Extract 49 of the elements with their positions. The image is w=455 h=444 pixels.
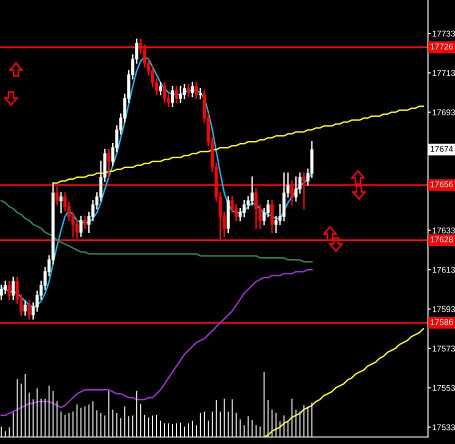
candlestick <box>159 82 162 96</box>
candlestick <box>294 176 298 202</box>
candlestick <box>0 284 3 300</box>
y-tick-label: 17533 <box>432 424 455 430</box>
y-tick-label: 17633 <box>432 228 455 234</box>
candlestick <box>270 200 274 233</box>
candlestick <box>174 86 178 104</box>
ref-line-label: 17628 <box>430 236 453 242</box>
candlestick <box>194 82 198 100</box>
candlestick <box>83 216 86 230</box>
candlestick <box>28 300 31 320</box>
candlestick <box>282 172 286 222</box>
candlestick <box>4 280 7 294</box>
candlestick <box>238 208 242 222</box>
y-tick-label: 17573 <box>432 346 455 352</box>
candlestick <box>298 172 302 194</box>
line-series <box>263 328 424 437</box>
candlestick <box>242 200 246 218</box>
ref-line-label: 17656 <box>430 181 453 188</box>
candlestick <box>310 141 314 178</box>
candlestick <box>79 216 82 237</box>
candlestick <box>262 208 266 226</box>
candlestick <box>254 188 258 230</box>
candlestick <box>163 82 166 104</box>
candlestick <box>274 216 278 233</box>
y-tick-label: 17713 <box>432 70 455 76</box>
y-tick-label: 17733 <box>432 30 455 37</box>
line-series <box>52 106 424 184</box>
candlestick <box>8 280 11 300</box>
candlestick <box>250 176 254 206</box>
candlestick <box>107 148 110 178</box>
y-tick-label: 17613 <box>432 266 455 273</box>
y-tick-label: 17593 <box>432 306 455 312</box>
y-tick-label: 17553 <box>432 384 455 391</box>
ref-line-label: 17586 <box>430 319 453 326</box>
candlestick <box>178 86 182 104</box>
candlestick <box>190 82 194 98</box>
line-series <box>0 200 313 262</box>
candlestick <box>182 84 186 100</box>
y-tick-label: 17693 <box>432 109 455 116</box>
candlestick <box>198 88 202 100</box>
candlestick <box>170 86 174 107</box>
ref-line-label: 17726 <box>430 44 453 50</box>
candlestick <box>186 84 190 98</box>
candlestick <box>24 300 27 316</box>
annotation: 17674 <box>430 146 454 152</box>
line-series <box>0 268 313 416</box>
candlestick <box>12 276 15 300</box>
candlestick <box>59 192 63 214</box>
